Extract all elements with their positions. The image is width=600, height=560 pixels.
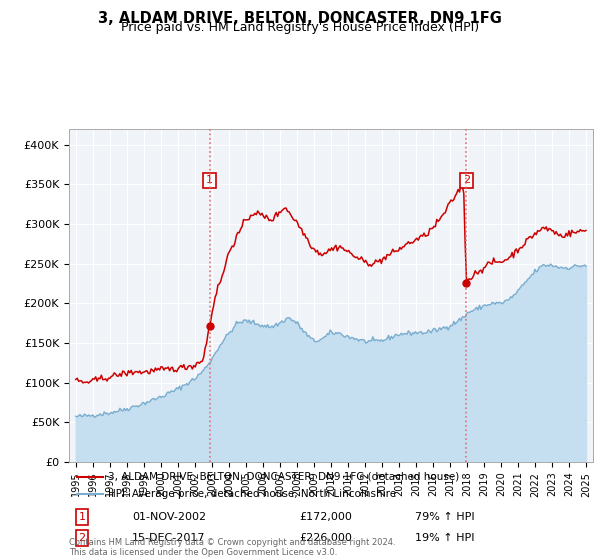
Text: 01-NOV-2002: 01-NOV-2002 xyxy=(132,512,206,522)
Text: 1: 1 xyxy=(206,175,213,185)
Text: £226,000: £226,000 xyxy=(299,533,352,543)
Text: 79% ↑ HPI: 79% ↑ HPI xyxy=(415,512,475,522)
Text: HPI: Average price, detached house, North Lincolnshire: HPI: Average price, detached house, Nort… xyxy=(108,489,397,500)
Text: Contains HM Land Registry data © Crown copyright and database right 2024.
This d: Contains HM Land Registry data © Crown c… xyxy=(69,538,395,557)
Text: 3, ALDAM DRIVE, BELTON, DONCASTER, DN9 1FG (detached house): 3, ALDAM DRIVE, BELTON, DONCASTER, DN9 1… xyxy=(108,472,460,482)
Text: 2: 2 xyxy=(79,533,86,543)
Text: 3, ALDAM DRIVE, BELTON, DONCASTER, DN9 1FG: 3, ALDAM DRIVE, BELTON, DONCASTER, DN9 1… xyxy=(98,11,502,26)
Text: 2: 2 xyxy=(463,175,470,185)
Text: 15-DEC-2017: 15-DEC-2017 xyxy=(132,533,205,543)
Text: 1: 1 xyxy=(79,512,86,522)
Text: 19% ↑ HPI: 19% ↑ HPI xyxy=(415,533,474,543)
Text: Price paid vs. HM Land Registry's House Price Index (HPI): Price paid vs. HM Land Registry's House … xyxy=(121,21,479,34)
Text: £172,000: £172,000 xyxy=(299,512,352,522)
